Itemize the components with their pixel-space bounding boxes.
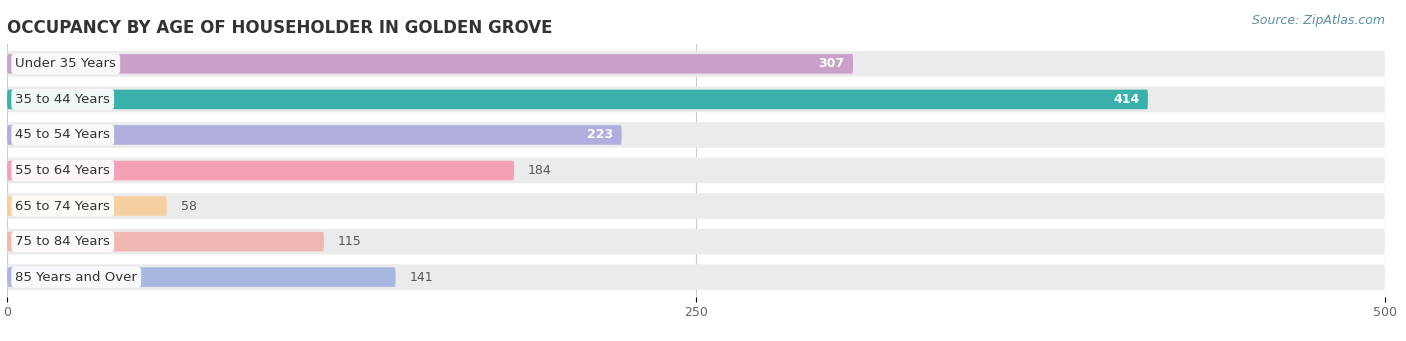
Text: Under 35 Years: Under 35 Years [15, 57, 117, 70]
Text: 65 to 74 Years: 65 to 74 Years [15, 199, 110, 212]
FancyBboxPatch shape [7, 229, 1385, 254]
FancyBboxPatch shape [7, 54, 853, 74]
Text: OCCUPANCY BY AGE OF HOUSEHOLDER IN GOLDEN GROVE: OCCUPANCY BY AGE OF HOUSEHOLDER IN GOLDE… [7, 19, 553, 37]
Text: 141: 141 [409, 271, 433, 284]
Text: 414: 414 [1114, 93, 1140, 106]
FancyBboxPatch shape [7, 87, 1385, 112]
Text: 184: 184 [527, 164, 551, 177]
Text: 45 to 54 Years: 45 to 54 Years [15, 129, 110, 142]
Text: 223: 223 [588, 129, 613, 142]
Text: 75 to 84 Years: 75 to 84 Years [15, 235, 110, 248]
Text: Source: ZipAtlas.com: Source: ZipAtlas.com [1251, 14, 1385, 27]
FancyBboxPatch shape [7, 125, 621, 145]
FancyBboxPatch shape [7, 122, 1385, 148]
FancyBboxPatch shape [7, 264, 1385, 290]
FancyBboxPatch shape [7, 90, 1147, 109]
FancyBboxPatch shape [7, 161, 515, 180]
Text: 58: 58 [180, 199, 197, 212]
Text: 85 Years and Over: 85 Years and Over [15, 271, 138, 284]
Text: 307: 307 [818, 57, 845, 70]
FancyBboxPatch shape [7, 196, 167, 216]
FancyBboxPatch shape [7, 51, 1385, 77]
FancyBboxPatch shape [7, 267, 395, 287]
Text: 35 to 44 Years: 35 to 44 Years [15, 93, 110, 106]
FancyBboxPatch shape [7, 158, 1385, 183]
Text: 115: 115 [337, 235, 361, 248]
FancyBboxPatch shape [7, 232, 323, 251]
Text: 55 to 64 Years: 55 to 64 Years [15, 164, 110, 177]
FancyBboxPatch shape [7, 193, 1385, 219]
